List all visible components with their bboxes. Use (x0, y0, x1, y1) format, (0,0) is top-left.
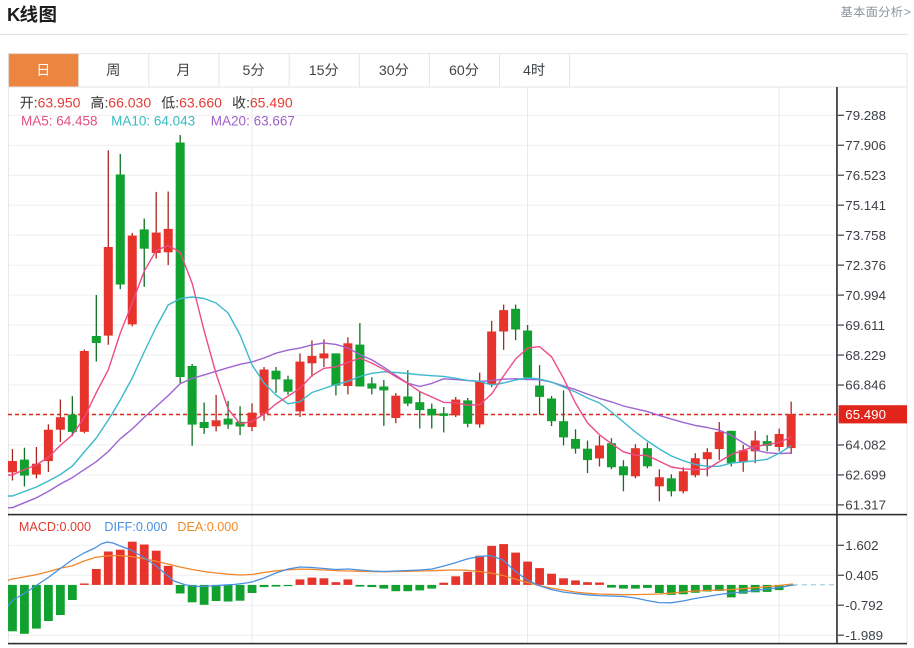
svg-text:75.141: 75.141 (845, 198, 886, 213)
svg-text::: : (246, 95, 250, 111)
svg-text:63.660: 63.660 (179, 95, 222, 111)
svg-text::: : (105, 95, 109, 111)
svg-text:K: K (7, 4, 21, 25)
svg-text:-0.792: -0.792 (845, 598, 883, 613)
svg-text:DEA:0.000: DEA:0.000 (177, 520, 238, 534)
svg-text:MACD:0.000: MACD:0.000 (19, 520, 91, 534)
svg-text:MA5: 64.458: MA5: 64.458 (21, 113, 98, 128)
svg-text:4: 4 (523, 63, 531, 79)
svg-text:61.317: 61.317 (845, 498, 886, 513)
svg-text:65.490: 65.490 (250, 95, 293, 111)
svg-text:64.082: 64.082 (845, 438, 886, 453)
svg-text::: : (34, 95, 38, 111)
svg-text:-1.989: -1.989 (845, 628, 883, 643)
svg-text:60: 60 (449, 63, 465, 79)
svg-text:62.699: 62.699 (845, 468, 886, 483)
svg-text:1.602: 1.602 (845, 538, 878, 553)
svg-text:30: 30 (379, 63, 395, 79)
svg-text::: : (175, 95, 179, 111)
svg-text:68.229: 68.229 (845, 348, 886, 363)
svg-text:79.288: 79.288 (845, 108, 886, 123)
svg-text:0.405: 0.405 (845, 568, 878, 583)
svg-text:>: > (904, 5, 911, 19)
svg-text:MA20: 63.667: MA20: 63.667 (211, 113, 295, 128)
svg-text:77.906: 77.906 (845, 138, 886, 153)
svg-text:72.376: 72.376 (845, 258, 886, 273)
svg-text:66.030: 66.030 (108, 95, 151, 111)
svg-text:69.611: 69.611 (845, 318, 885, 333)
svg-text:DIFF:0.000: DIFF:0.000 (104, 520, 167, 534)
svg-text:MA10: 64.043: MA10: 64.043 (111, 113, 195, 128)
svg-text:73.758: 73.758 (845, 228, 886, 243)
svg-text:5: 5 (243, 63, 251, 79)
svg-text:15: 15 (309, 63, 325, 79)
svg-text:70.994: 70.994 (845, 288, 886, 303)
svg-text:66.846: 66.846 (845, 378, 886, 393)
svg-text:65.490: 65.490 (845, 407, 886, 422)
svg-text:76.523: 76.523 (845, 168, 886, 183)
svg-text:63.950: 63.950 (38, 95, 81, 111)
